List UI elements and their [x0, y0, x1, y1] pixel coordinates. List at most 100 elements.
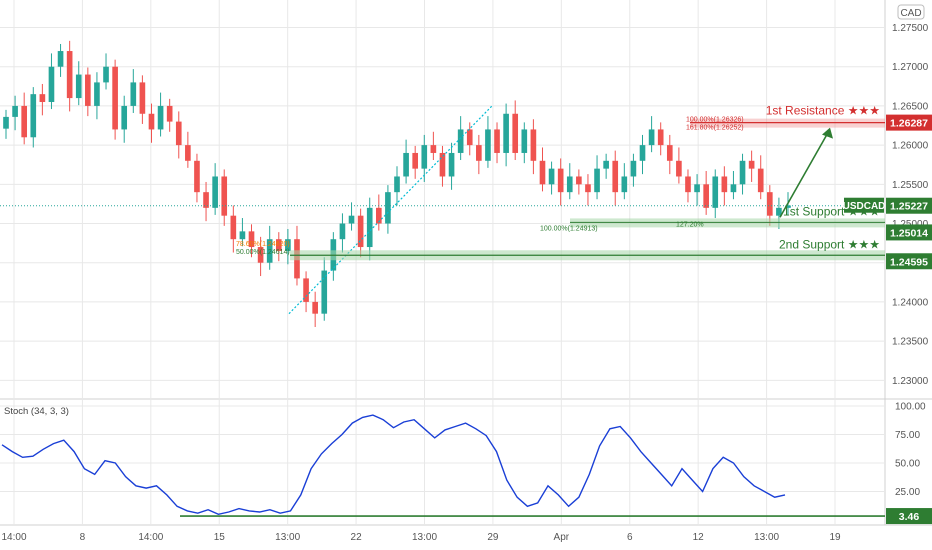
candle-body [103, 66, 109, 83]
time-tick-label: 22 [351, 532, 363, 543]
grid-layer [0, 0, 885, 525]
fib-label: 127.20% [676, 222, 704, 229]
candle-body [666, 145, 673, 161]
candle-body [203, 192, 209, 208]
time-tick-label: 29 [487, 532, 499, 543]
fib-label: 50.00%(1.24614) [236, 249, 290, 256]
candle-body [412, 152, 419, 169]
candle-body [148, 113, 155, 130]
time-tick-label: 12 [693, 532, 705, 543]
candle-body [275, 239, 282, 251]
candle-body [248, 231, 255, 248]
time-tick-label: 13:00 [275, 532, 300, 543]
candle-body [766, 192, 773, 216]
candle-body [585, 184, 591, 193]
candle-body [66, 51, 73, 99]
price-panel-bg [0, 0, 885, 398]
candle-body [303, 278, 309, 302]
candle-body [257, 247, 264, 263]
current-price-badge [886, 197, 932, 214]
candle-body [439, 152, 446, 177]
candle-body [321, 270, 328, 314]
candle-body [221, 176, 228, 216]
resistance-badge-text: 1.26287 [890, 118, 928, 130]
candle-body [3, 116, 9, 129]
stoch-last-badge-text: 3.46 [899, 511, 920, 523]
fib-trend-line [288, 105, 493, 315]
projection-arrow-head [822, 127, 833, 139]
candle-body [421, 145, 428, 169]
candle-body [448, 152, 455, 177]
price-tick-label: 1.27500 [892, 23, 929, 34]
candle-body [730, 184, 737, 193]
candle-body [430, 145, 437, 153]
price-tick-label: 1.23000 [892, 376, 929, 387]
candle-body [266, 239, 273, 263]
candle-body [785, 205, 791, 208]
candle-body [657, 129, 664, 146]
candle-body [603, 160, 609, 169]
candle-body [485, 129, 491, 161]
stoch-layer [1, 414, 885, 517]
candle-body [230, 215, 237, 240]
candle-body [157, 105, 164, 130]
candle-body [130, 82, 137, 106]
candle-body [503, 113, 509, 153]
support2-badge [886, 253, 932, 270]
candle-body [166, 105, 173, 122]
fib-label: 161.80%(1.26252) [686, 124, 744, 131]
candle-body [139, 82, 146, 114]
candle-body [194, 160, 200, 193]
price-tick-label: 1.27000 [892, 62, 929, 73]
support2-label: 2nd Support ★★★ [779, 237, 880, 251]
candle-body [703, 184, 709, 208]
time-tick-label: 13:00 [754, 532, 779, 543]
stoch-last-badge [886, 508, 932, 525]
projection-arrow-shaft [779, 132, 829, 218]
candle-body [94, 82, 100, 106]
candle-body [57, 51, 64, 67]
stoch-tick-label: 75.00 [895, 430, 920, 441]
candle-body [366, 207, 373, 248]
candle-body [21, 105, 28, 138]
price-tick-label: 1.23500 [892, 337, 929, 348]
candle-body [521, 129, 528, 153]
support1-badge-text: 1.25014 [890, 227, 928, 239]
stoch-tick-label: 50.00 [895, 459, 920, 470]
candle-body [594, 168, 600, 193]
stoch-tick-label: 25.00 [895, 487, 920, 498]
current-price-badge-text: 1.25227 [890, 201, 928, 213]
support2-badge-text: 1.24595 [890, 256, 928, 268]
time-tick-label: 15 [214, 532, 226, 543]
symbol-tag-box [844, 197, 884, 213]
support1-badge [886, 224, 932, 241]
stoch-label: Stoch (34, 3, 3) [4, 406, 69, 417]
time-tick-label: 14:00 [138, 532, 163, 543]
candle-body [348, 215, 355, 224]
currency-badge[interactable]: CAD [900, 8, 921, 19]
stoch-tick-label: 100.00 [895, 402, 926, 413]
time-tick-label: 19 [829, 532, 841, 543]
candle-body [466, 129, 473, 146]
fib-label: 78.60%(1.24620) [236, 241, 290, 248]
candle-body [239, 231, 246, 240]
candle-body [75, 74, 82, 99]
candle-body [357, 215, 364, 248]
candle-body [612, 160, 619, 193]
annotation-layer: 1st Resistance ★★★1st Support ★★★2nd Sup… [0, 104, 885, 315]
candle-body [476, 145, 482, 161]
candle-body [312, 301, 318, 314]
candle-body [212, 176, 218, 208]
time-tick-label: Apr [554, 532, 570, 543]
candle-body [694, 184, 700, 193]
candle-body [48, 66, 55, 102]
candle-body [748, 160, 755, 169]
time-tick-label: 8 [80, 532, 86, 543]
time-tick-label: 14:00 [1, 532, 26, 543]
candle-body [385, 192, 391, 224]
currency-badge-box[interactable] [897, 4, 925, 20]
symbol-tag: USDCAD [843, 201, 886, 212]
candle-body [457, 129, 464, 153]
price-tick-label: 1.26500 [892, 101, 929, 112]
